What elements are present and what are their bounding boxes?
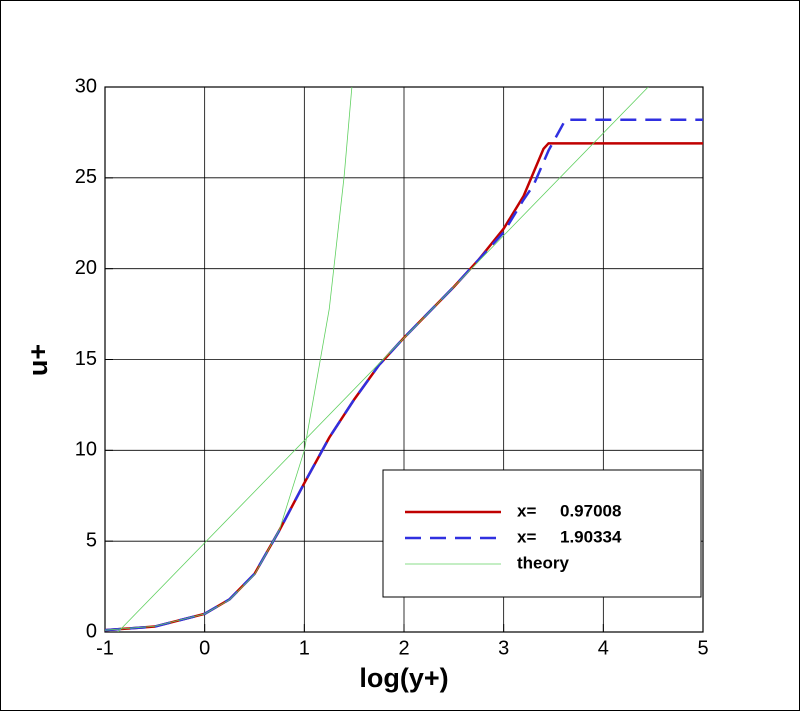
y-tick-label: 30 [75,75,97,97]
plot-border [104,86,704,633]
y-axis-label: u+ [23,344,53,376]
legend-box [382,469,702,598]
series-line [105,87,649,632]
legend-label: theory [517,553,570,572]
x-tick-label: 0 [199,637,210,659]
y-tick-label: 10 [75,439,97,461]
y-tick-label: 15 [75,348,97,370]
legend-label: x= 0.97008 [517,501,621,520]
y-tick-label: 0 [86,620,97,642]
x-tick-label: -1 [96,637,114,659]
x-axis-label: log(y+) [359,663,448,693]
x-tick-label: 2 [398,637,409,659]
x-tick-label: 1 [299,637,310,659]
y-tick-label: 25 [75,166,97,188]
legend-label: x= 1.90334 [517,527,622,546]
x-tick-label: 3 [498,637,509,659]
x-tick-label: 5 [697,637,708,659]
y-tick-label: 20 [75,257,97,279]
x-tick-label: 4 [598,637,609,659]
y-tick-label: 5 [86,529,97,551]
